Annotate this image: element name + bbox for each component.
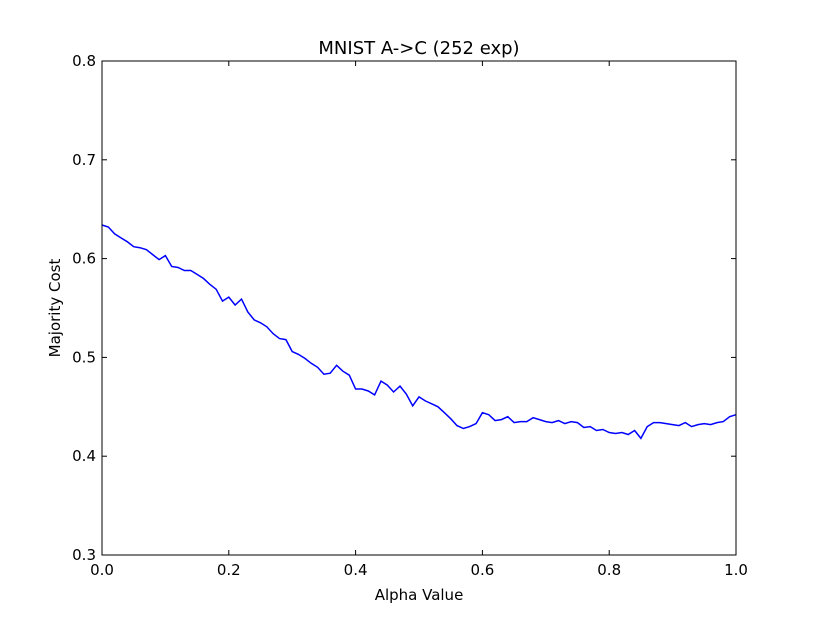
x-tick-label: 0.4	[344, 561, 368, 579]
y-axis-label: Majority Cost	[46, 259, 64, 358]
x-tick-label: 1.0	[724, 561, 748, 579]
x-tick-label: 0.8	[597, 561, 621, 579]
y-tick-label: 0.7	[72, 151, 96, 169]
chart-title: MNIST A->C (252 exp)	[318, 38, 519, 59]
series-line-0	[101, 224, 737, 440]
plot-frame	[101, 60, 737, 556]
x-tick-label: 0.0	[90, 561, 114, 579]
y-tick-label: 0.8	[72, 52, 96, 70]
y-tick-label: 0.4	[72, 447, 96, 465]
x-axis-label: Alpha Value	[375, 586, 464, 604]
x-tick-label: 0.6	[470, 561, 494, 579]
plot-area: 0.0 0.2 0.4 0.6 0.8 1.0 0.3 0.4 0.5 0.6 0.7 0.8	[72, 52, 748, 579]
y-tick-label: 0.5	[72, 348, 96, 366]
x-tick-label: 0.2	[217, 561, 241, 579]
y-tick-label: 0.6	[72, 250, 96, 268]
y-tick-label: 0.3	[72, 546, 96, 564]
